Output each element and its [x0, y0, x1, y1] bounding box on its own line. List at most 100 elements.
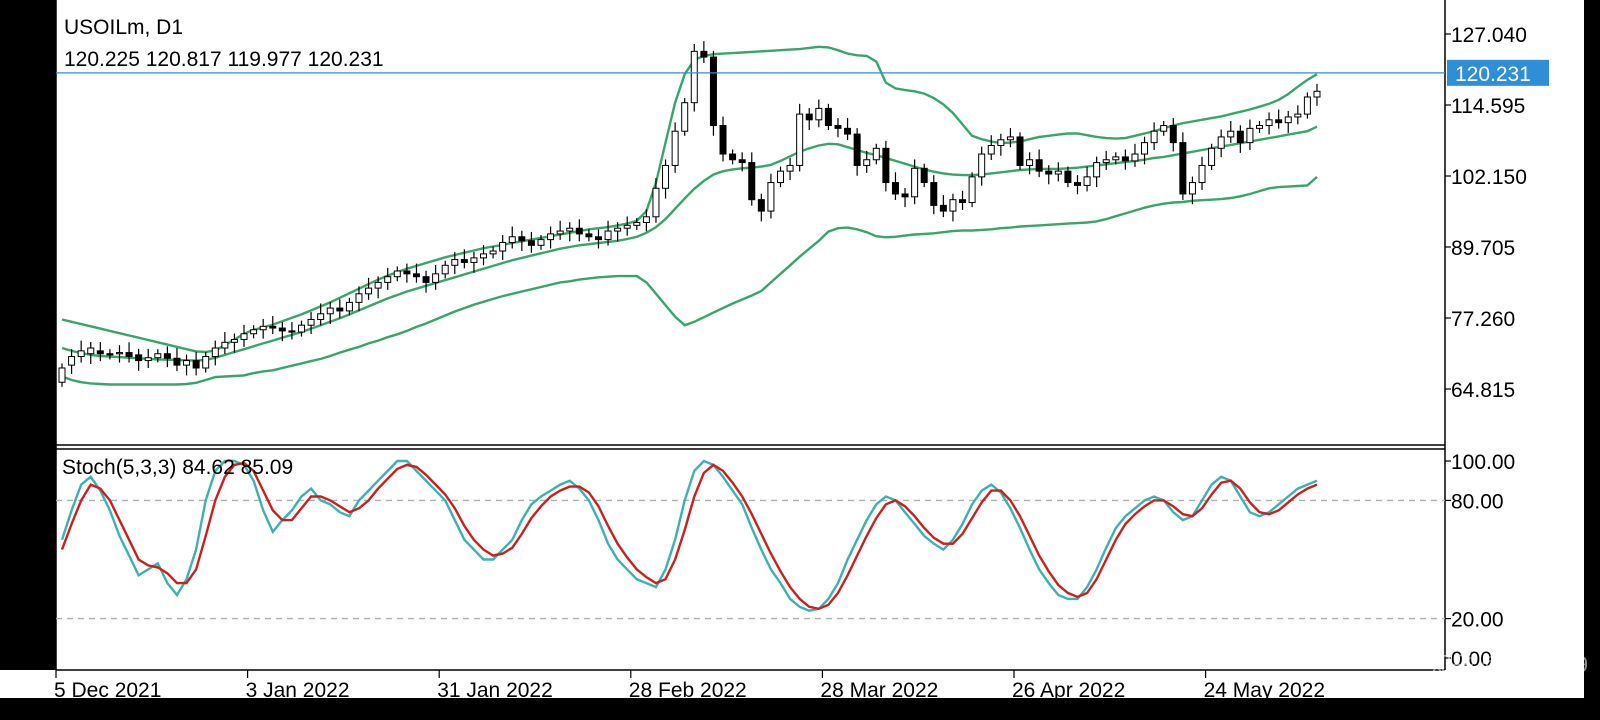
candle	[106, 349, 114, 360]
stoch-tick-label: 0.00	[1451, 648, 1492, 671]
candle	[939, 195, 947, 218]
candle	[709, 51, 717, 136]
candle	[211, 340, 219, 366]
candle	[355, 286, 363, 312]
candle	[700, 41, 708, 64]
candle	[154, 349, 162, 363]
candle	[1026, 152, 1034, 175]
candle	[920, 163, 928, 188]
stoch-lines	[60, 459, 1318, 612]
candle	[796, 103, 804, 172]
candle	[1112, 152, 1120, 165]
candle	[87, 342, 95, 364]
watermark: 知乎 @7521269	[1430, 652, 1588, 677]
time-tick-label: 26 Apr 2022	[1012, 679, 1125, 702]
candle	[901, 187, 909, 208]
candle	[844, 118, 852, 141]
candle	[681, 98, 689, 136]
time-tick-label: 3 Jan 2022	[246, 679, 350, 702]
candle	[144, 348, 152, 368]
candle	[365, 277, 373, 300]
time-axis-area	[0, 670, 1584, 698]
price-tick-label: 77.260	[1451, 308, 1515, 331]
candle	[738, 152, 746, 172]
candle	[470, 251, 478, 273]
candle	[317, 303, 325, 326]
candle	[173, 348, 181, 372]
candle	[690, 43, 698, 112]
candle	[642, 209, 650, 232]
candle	[403, 263, 411, 283]
candle	[585, 229, 593, 242]
candle	[202, 352, 210, 373]
candle	[997, 133, 1005, 156]
candle	[556, 220, 564, 240]
candle	[1064, 166, 1072, 188]
current-price-tag: 120.231	[1447, 59, 1549, 86]
candle	[604, 220, 612, 246]
stoch-axis-ticks: 100.00 80.00 20.00 0.00	[1445, 451, 1515, 671]
candle	[834, 118, 842, 138]
candle	[729, 149, 737, 165]
candle	[192, 351, 200, 376]
candle	[1236, 125, 1244, 153]
candle	[183, 354, 191, 376]
candle	[1054, 162, 1062, 182]
candle	[1150, 122, 1158, 151]
candle	[786, 158, 794, 180]
candle	[451, 252, 459, 275]
band-lower	[61, 176, 1318, 386]
candle	[614, 222, 622, 242]
band-middle	[61, 125, 1318, 362]
stoch-signal-line	[60, 461, 1318, 611]
candle	[1188, 176, 1196, 205]
candle	[1141, 136, 1149, 165]
candle	[1227, 120, 1235, 143]
candle	[221, 332, 229, 355]
candle	[163, 346, 171, 368]
candle	[1093, 156, 1101, 188]
candle	[412, 263, 420, 283]
price-tag-label: 120.231	[1455, 63, 1531, 86]
candle	[1303, 92, 1311, 119]
price-tick-label: 89.705	[1451, 237, 1515, 260]
symbol-title: USOILm, D1	[64, 16, 183, 39]
price-axis-area	[1440, 0, 1584, 698]
candle	[1313, 83, 1321, 106]
candle	[384, 267, 392, 290]
candle	[1016, 132, 1024, 171]
candle	[115, 345, 123, 363]
candle	[537, 235, 545, 250]
candle	[77, 340, 85, 363]
price-tick-label: 114.595	[1451, 95, 1525, 118]
candle	[1275, 109, 1283, 129]
candle	[633, 217, 641, 230]
candle	[623, 216, 631, 236]
candle	[1246, 119, 1254, 151]
price-tag-bg	[1447, 59, 1549, 86]
candle	[1121, 149, 1129, 170]
candle	[441, 260, 449, 279]
stoch-levels	[56, 499, 1445, 620]
price-tick-label: 64.815	[1451, 379, 1515, 402]
candle	[278, 322, 286, 342]
candle	[863, 150, 871, 173]
candle	[1006, 128, 1014, 148]
candle	[1256, 120, 1263, 133]
candle	[777, 166, 784, 188]
candle	[345, 297, 353, 316]
time-tick-label: 28 Mar 2022	[820, 679, 938, 702]
stoch-tick-label: 100.00	[1451, 451, 1515, 474]
bollinger-bands	[61, 45, 1318, 386]
candle	[135, 348, 143, 371]
stoch-title: Stoch(5,3,3) 84.62 85.09	[62, 456, 293, 479]
candle	[1294, 105, 1302, 125]
candle	[824, 103, 832, 131]
candle	[269, 316, 277, 335]
candle	[230, 333, 238, 353]
candle	[1073, 175, 1081, 195]
candle	[393, 266, 401, 282]
candle	[336, 299, 344, 319]
candle	[767, 173, 775, 219]
